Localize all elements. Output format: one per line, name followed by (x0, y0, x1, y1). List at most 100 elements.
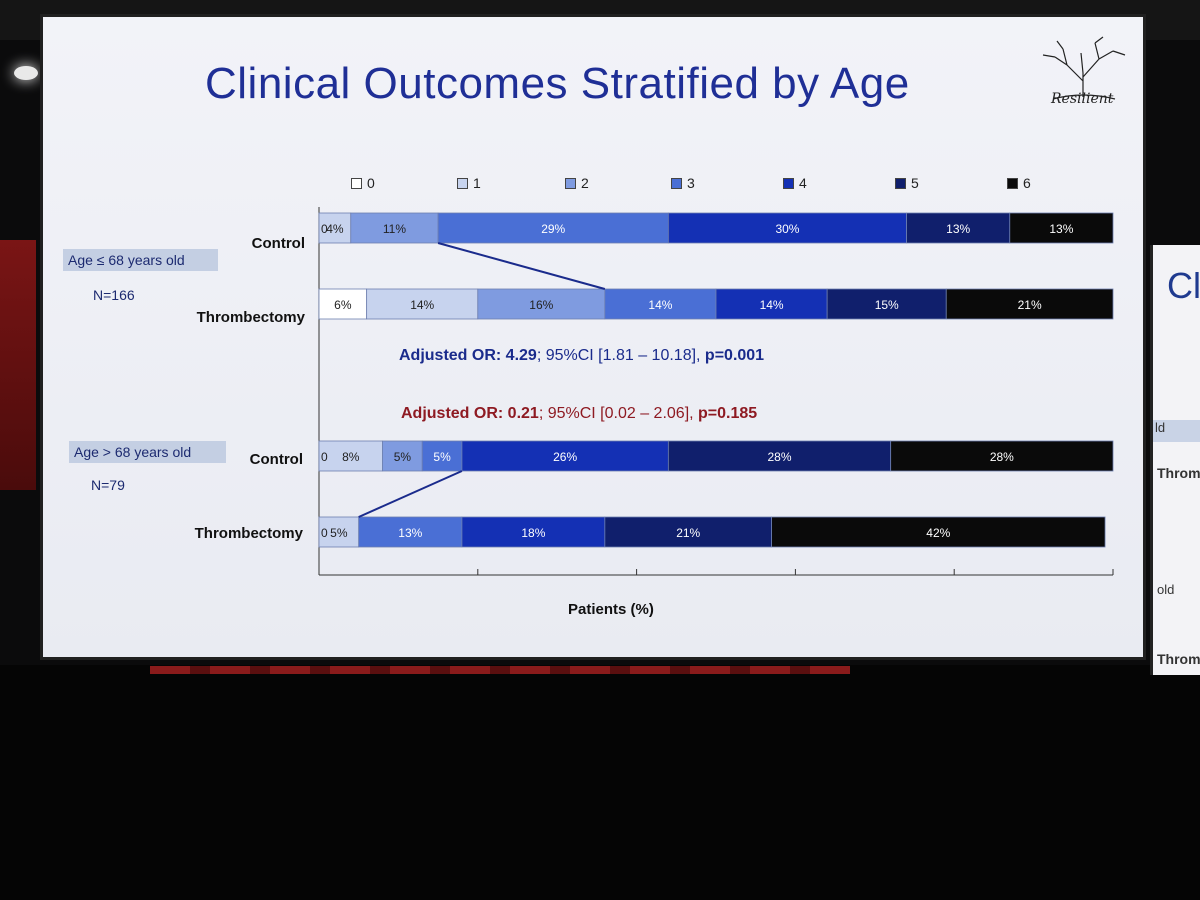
legend-label: 4 (799, 175, 807, 191)
bar-segment (826, 288, 947, 320)
legend-label: 5 (911, 175, 919, 191)
legend-swatch (1007, 177, 1018, 189)
bar-data-label: 28% (990, 450, 1014, 464)
group-label-young: Age ≤ 68 years old (63, 249, 218, 271)
zero-marker-label: 0 (321, 526, 328, 540)
x-axis-label: Patients (%) (568, 601, 654, 618)
legend-label: 1 (473, 175, 481, 191)
tree-logo-icon (1042, 36, 1126, 100)
n-label-young: N=166 (93, 287, 135, 303)
bar-data-label: 11% (383, 222, 406, 236)
shift-connector-line (437, 242, 606, 290)
p-value: p=0.001 (704, 347, 765, 364)
legend-swatch (565, 177, 576, 189)
legend-item-2: 2 (565, 175, 589, 191)
bar-segment (890, 440, 1114, 472)
legend-swatch (351, 177, 362, 189)
bar-data-label: 13% (1049, 222, 1073, 236)
legend-swatch (783, 177, 794, 189)
p-value: p=0.185 (698, 405, 758, 422)
bar-data-label: 21% (1018, 298, 1042, 312)
bar-segment (421, 440, 463, 472)
legend-label: 2 (581, 175, 589, 191)
bar-segment (667, 212, 907, 244)
or-value: 4.29 (505, 347, 537, 364)
projection-screen: Clinical Outcomes Stratified by Age Resi… (40, 14, 1146, 660)
adjusted-or-old: Adjusted OR: 0.21; 95%CI [0.02 – 2.06], … (401, 405, 757, 423)
legend-label: 0 (367, 175, 375, 191)
side-screen-row-label: Throm (1157, 465, 1200, 481)
bar-segment (358, 516, 463, 548)
bar-segment (461, 516, 606, 548)
bar-segment (318, 212, 352, 244)
bar-data-label: 6% (334, 298, 352, 312)
row-label-thrombectomy-young: Thrombectomy (196, 309, 305, 326)
legend-swatch (671, 177, 682, 189)
legend-item-3: 3 (671, 175, 695, 191)
shift-connector-line (358, 470, 463, 518)
bar-segment (461, 440, 669, 472)
legend-item-0: 0 (351, 175, 375, 191)
bar-data-label: 4% (326, 222, 344, 236)
bar-data-label: 30% (775, 222, 799, 236)
n-label-old: N=79 (91, 477, 125, 493)
legend-swatch (457, 177, 468, 189)
bar-data-label: 15% (875, 298, 899, 312)
stage-led-strip (150, 666, 850, 674)
row-label-control-young: Control (251, 235, 305, 252)
bar-segment (604, 516, 772, 548)
bar-data-label: 5% (433, 450, 451, 464)
bar-segment (366, 288, 479, 320)
bar-data-label: 16% (529, 298, 553, 312)
side-screen-group-label-2: old (1157, 582, 1175, 597)
bar-segment (1009, 212, 1114, 244)
legend-item-1: 1 (457, 175, 481, 191)
red-wall-panel (0, 240, 36, 490)
bar-segment (604, 288, 717, 320)
ci-text: ; 95%CI [0.02 – 2.06], (538, 405, 699, 422)
bar-data-label: 26% (553, 450, 577, 464)
row-label-thrombectomy-old: Thrombectomy (194, 525, 303, 542)
legend-item-6: 6 (1007, 175, 1031, 191)
ceiling-light (14, 66, 38, 80)
group-label-old: Age > 68 years old (69, 441, 226, 463)
side-screen-row-label-2: Throm (1157, 651, 1200, 667)
bar-segment (667, 440, 892, 472)
row-label-control-old: Control (249, 451, 303, 468)
bar-data-label: 14% (410, 298, 434, 312)
bar-data-label: 8% (342, 450, 360, 464)
legend-item-4: 4 (783, 175, 807, 191)
bar-segment (945, 288, 1114, 320)
bar-data-label: 13% (946, 222, 970, 236)
or-label: Adjusted OR: (401, 405, 504, 422)
bar-segment (318, 288, 368, 320)
side-screen-title: Cl (1167, 265, 1200, 306)
bar-segment (477, 288, 606, 320)
bar-data-label: 5% (330, 526, 348, 540)
chart-legend: 0 1 2 3 4 5 6 (351, 175, 1051, 199)
bar-data-label: 42% (926, 526, 950, 540)
bar-data-label: 13% (398, 526, 422, 540)
ci-text: ; 95%CI [1.81 – 10.18], (536, 347, 705, 364)
bar-data-label: 28% (768, 450, 792, 464)
slide-title: Clinical Outcomes Stratified by Age (205, 59, 910, 108)
bar-segment (350, 212, 439, 244)
bar-data-label: 29% (541, 222, 565, 236)
legend-item-5: 5 (895, 175, 919, 191)
side-screen-group-label: ld (1153, 420, 1200, 442)
bar-data-label: 5% (394, 450, 412, 464)
bar-data-label: 21% (676, 526, 700, 540)
legend-label: 3 (687, 175, 695, 191)
bar-data-label: 14% (760, 298, 784, 312)
bar-data-label: 14% (648, 298, 672, 312)
or-label: Adjusted OR: (399, 347, 502, 364)
bar-segment (437, 212, 669, 244)
stage-floor (0, 665, 1200, 900)
legend-label: 6 (1023, 175, 1031, 191)
bar-segment (771, 516, 1106, 548)
adjusted-or-young: Adjusted OR: 4.29; 95%CI [1.81 – 10.18],… (399, 347, 764, 365)
zero-marker-label: 0 (321, 450, 328, 464)
side-screen: Cl ld Throm old Throm (1150, 245, 1200, 675)
stacked-bar-chart: 4% 11% 29% 30% 13% 13% 0 6% 14% 16% 14% 14% 15% 21% 8%… (318, 207, 1114, 576)
logo-text: Resilient (1051, 91, 1114, 107)
